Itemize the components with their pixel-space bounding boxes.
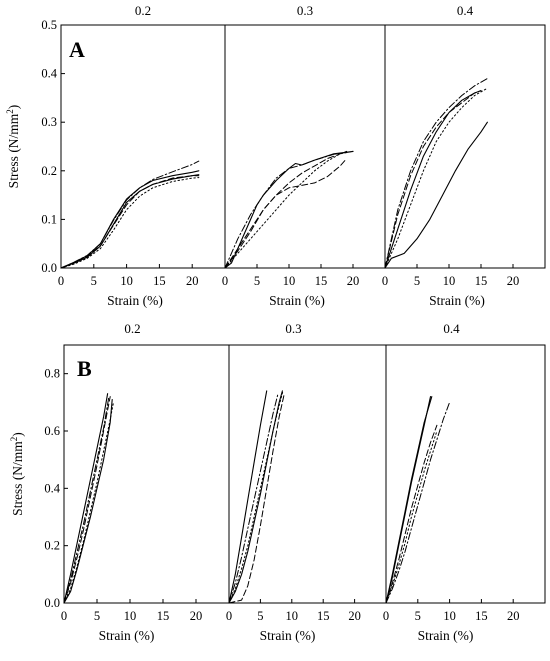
- panel-letter-b: B: [77, 356, 92, 381]
- x-axis-title: Strain (%): [260, 628, 316, 643]
- series-line-3: [60, 175, 200, 269]
- series-line-1: [60, 170, 200, 269]
- x-tick-label: 15: [157, 609, 170, 623]
- y-tick-label-a: 0.0: [41, 261, 57, 275]
- series-line-2: [224, 158, 348, 269]
- x-tick-label: 15: [475, 274, 488, 288]
- panel-letter-a: A: [69, 37, 85, 62]
- x-axis-title: Strain (%): [99, 628, 155, 643]
- x-tick-label: 20: [347, 274, 360, 288]
- series-line-4: [224, 150, 354, 269]
- series-line-2: [385, 396, 433, 604]
- x-tick-label: 5: [254, 274, 260, 288]
- series-line-3: [384, 87, 488, 269]
- plot-frame: [384, 24, 546, 269]
- x-tick-label: 5: [257, 609, 263, 623]
- x-tick-label: 20: [186, 274, 199, 288]
- column-title: 0.2: [135, 3, 151, 18]
- x-tick-label: 20: [507, 609, 520, 623]
- x-axis-title: Strain (%): [418, 628, 474, 643]
- series-line-5: [60, 160, 200, 269]
- y-tick-label-b: 0.2: [44, 539, 60, 553]
- x-tick-label: 0: [226, 609, 232, 623]
- series-line-3: [228, 390, 284, 604]
- series-line-5: [224, 150, 354, 269]
- x-tick-label: 5: [414, 274, 420, 288]
- series-line-5: [384, 90, 482, 269]
- x-tick-label: 0: [222, 274, 228, 288]
- x-tick-label: 10: [443, 274, 456, 288]
- x-axis-title: Strain (%): [429, 293, 485, 308]
- plot-frame: [60, 24, 226, 269]
- series-line-3: [385, 424, 438, 604]
- subplot-b-0.4: 0 5 10 15 20 Strain (%) 0.4: [383, 321, 546, 643]
- series-line-2: [60, 174, 200, 269]
- x-tick-label: 20: [190, 609, 203, 623]
- series-line-5: [228, 390, 283, 604]
- x-tick-label: 15: [153, 274, 166, 288]
- column-title: 0.3: [297, 3, 313, 18]
- series-line-2: [384, 90, 482, 269]
- column-title: 0.3: [285, 321, 301, 336]
- series-line-4: [384, 78, 488, 269]
- y-tick-label-b: 0.0: [44, 596, 60, 610]
- x-tick-label: 10: [286, 609, 299, 623]
- x-tick-label: 10: [283, 274, 296, 288]
- series-line-5: [385, 401, 451, 604]
- y-tick-label-b: 0.4: [44, 481, 60, 495]
- x-tick-label: 0: [61, 609, 67, 623]
- subplot-a-0.2: 0 5 10 15 20 Strain (%) 0.2: [58, 3, 226, 308]
- y-tick-label-a: 0.2: [41, 164, 57, 178]
- y-tick-label-a: 0.4: [41, 67, 57, 81]
- plot-frame: [63, 344, 230, 604]
- column-title: 0.4: [457, 3, 474, 18]
- x-tick-label: 0: [382, 274, 388, 288]
- series-line-3: [63, 396, 111, 604]
- plot-frame: [224, 24, 386, 269]
- x-axis-title: Strain (%): [107, 293, 163, 308]
- x-tick-label: 5: [91, 274, 97, 288]
- series-line-1: [224, 150, 354, 269]
- series-line-1: [228, 390, 268, 604]
- series-line-5: [63, 396, 110, 604]
- x-tick-label: 15: [315, 274, 328, 288]
- x-tick-label: 15: [317, 609, 330, 623]
- y-tick-label-a: 0.1: [41, 212, 57, 226]
- series-line-1: [384, 121, 488, 269]
- x-tick-label: 10: [124, 609, 137, 623]
- series-line-4: [63, 401, 114, 604]
- series-line-2: [228, 393, 285, 604]
- subplot-a-0.4: 0 5 10 15 20 Strain (%) 0.4: [382, 3, 546, 308]
- x-tick-label: 15: [475, 609, 488, 623]
- x-tick-label: 0: [383, 609, 389, 623]
- x-tick-label: 5: [415, 609, 421, 623]
- y-tick-label-a: 0.3: [41, 115, 57, 129]
- series-line-1: [385, 396, 432, 604]
- series-line-2: [63, 398, 113, 604]
- subplot-a-0.3: 0 5 10 15 20 Strain (%) 0.3: [222, 3, 386, 308]
- y-axis-title: Stress (N/mm2): [9, 432, 25, 516]
- series-line-1: [63, 393, 109, 604]
- subplot-b-0.3: 0 5 10 15 20 Strain (%) 0.3: [226, 321, 387, 643]
- series-line-4: [385, 430, 438, 604]
- y-tick-label-b: 0.8: [44, 367, 60, 381]
- column-title: 0.2: [124, 321, 140, 336]
- series-line-4: [228, 393, 279, 604]
- x-tick-label: 20: [348, 609, 361, 623]
- series-line-3: [224, 150, 348, 269]
- series-line-4: [60, 177, 200, 269]
- y-tick-label-a: 0.5: [41, 18, 57, 32]
- x-tick-label: 10: [120, 274, 133, 288]
- x-tick-label: 0: [58, 274, 64, 288]
- x-tick-label: 20: [507, 274, 520, 288]
- column-title: 0.4: [443, 321, 460, 336]
- plot-frame: [385, 344, 546, 604]
- x-tick-label: 5: [94, 609, 100, 623]
- y-tick-label-b: 0.6: [44, 424, 60, 438]
- y-axis-title: Stress (N/mm2): [5, 105, 21, 189]
- x-tick-label: 10: [443, 609, 456, 623]
- x-axis-title: Strain (%): [269, 293, 325, 308]
